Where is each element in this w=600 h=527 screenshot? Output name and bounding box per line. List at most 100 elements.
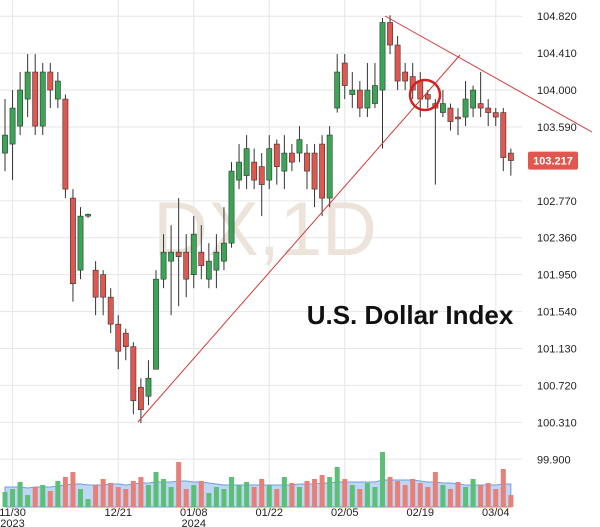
volume-bar (440, 485, 446, 507)
volume-bar (402, 485, 408, 507)
x-tick-label: 12/21 (104, 507, 132, 519)
volume-bar (304, 481, 310, 507)
candle-body (145, 377, 152, 397)
chart-title: U.S. Dollar Index (307, 300, 514, 330)
candle-body (24, 71, 31, 100)
volume-bar (432, 472, 438, 507)
volume-bar (191, 485, 197, 507)
axis: 99.900 100.310 100.720 101.130 101.540 101.95… (0, 11, 578, 527)
volume-bar (17, 482, 23, 507)
candle-body (70, 197, 76, 284)
candle-body (402, 71, 409, 82)
candle-body (500, 112, 507, 158)
last-price-label: 103.217 (533, 156, 573, 168)
highlight-circle (408, 78, 442, 112)
volume-bar (357, 489, 363, 507)
volume-bar (221, 489, 227, 507)
candle-body (273, 143, 280, 167)
x-tick-label: 01/22 (255, 507, 283, 519)
candle-body (349, 89, 356, 95)
candle-body (54, 80, 61, 100)
x-tick-label: 11/30 2023 (0, 507, 26, 527)
volume-bar (78, 489, 83, 507)
candle-body (183, 251, 190, 280)
volume-bar (259, 479, 265, 507)
volume-bar (40, 485, 46, 507)
candle-body (417, 80, 424, 100)
candle-body (138, 386, 144, 411)
volume-bar (470, 479, 476, 507)
candle-body (62, 98, 69, 190)
candle-body (281, 152, 288, 172)
candle-body (447, 107, 454, 122)
volume-bar (319, 475, 325, 507)
volume-bar (334, 467, 340, 507)
candle-body (266, 148, 273, 181)
candle-body (92, 269, 99, 298)
volume-bar (10, 489, 16, 507)
candle-body (462, 98, 469, 118)
candle-body (364, 89, 371, 109)
trend-line (384, 15, 593, 133)
candle-body (228, 170, 235, 244)
volume-bar (100, 479, 106, 507)
volume-bar (138, 477, 144, 507)
y-tick-label: 102.360 (537, 233, 577, 245)
volume-bar (395, 481, 401, 507)
candle-body (258, 166, 265, 185)
candle-body (2, 134, 8, 154)
y-tick-label: 104.000 (537, 85, 577, 97)
volume-bar (387, 477, 393, 507)
y-tick-label: 101.130 (537, 344, 577, 356)
candle-body (439, 103, 446, 113)
y-tick-label: 102.770 (537, 196, 577, 208)
candle-body (47, 71, 54, 91)
volume-bar (2, 492, 8, 507)
candle-body (130, 346, 137, 402)
candle-body (326, 134, 333, 199)
volume-bar (425, 487, 431, 507)
candles (2, 15, 514, 424)
x-tick-label: 02/19 (406, 507, 434, 519)
volume-bar (447, 489, 453, 507)
candle-body (319, 143, 325, 199)
volume-bar (508, 495, 514, 507)
volume-bar (47, 491, 53, 507)
volume-bar (32, 487, 38, 507)
x-tick-label: 01/08 2024 (180, 507, 208, 527)
candle-body (288, 152, 295, 163)
candle-body (251, 161, 258, 181)
candle-body (311, 152, 318, 190)
candle-body (17, 89, 23, 127)
trend-line (137, 54, 461, 423)
candle-body (107, 296, 114, 325)
volume-bar (244, 482, 250, 507)
x-tick-label: 03/04 (482, 507, 510, 519)
volume-bar (229, 477, 234, 507)
volume-bar (410, 479, 416, 507)
volume-bar (153, 472, 159, 507)
candle-body (85, 214, 91, 217)
candle-body (205, 260, 212, 280)
candle-body (9, 107, 16, 145)
volume-bar (213, 487, 219, 507)
candle-body (77, 215, 84, 271)
volume-bar (176, 462, 182, 507)
candle-body (387, 22, 393, 46)
volume-bar (123, 489, 129, 507)
volume-bar (251, 487, 257, 507)
y-tick-label: 103.590 (537, 122, 577, 134)
volume-bar (485, 483, 491, 507)
candle-body (190, 233, 197, 275)
candle-body (485, 107, 492, 113)
watermark: DX,1D (153, 187, 377, 272)
candle-body (304, 152, 310, 172)
volume-bar (206, 493, 212, 507)
volume-panel (2, 452, 514, 508)
candle-body (213, 251, 220, 271)
volume-bar (145, 485, 151, 507)
candle-body (470, 89, 476, 109)
volume-bar (281, 477, 287, 507)
candle-body (507, 152, 514, 161)
